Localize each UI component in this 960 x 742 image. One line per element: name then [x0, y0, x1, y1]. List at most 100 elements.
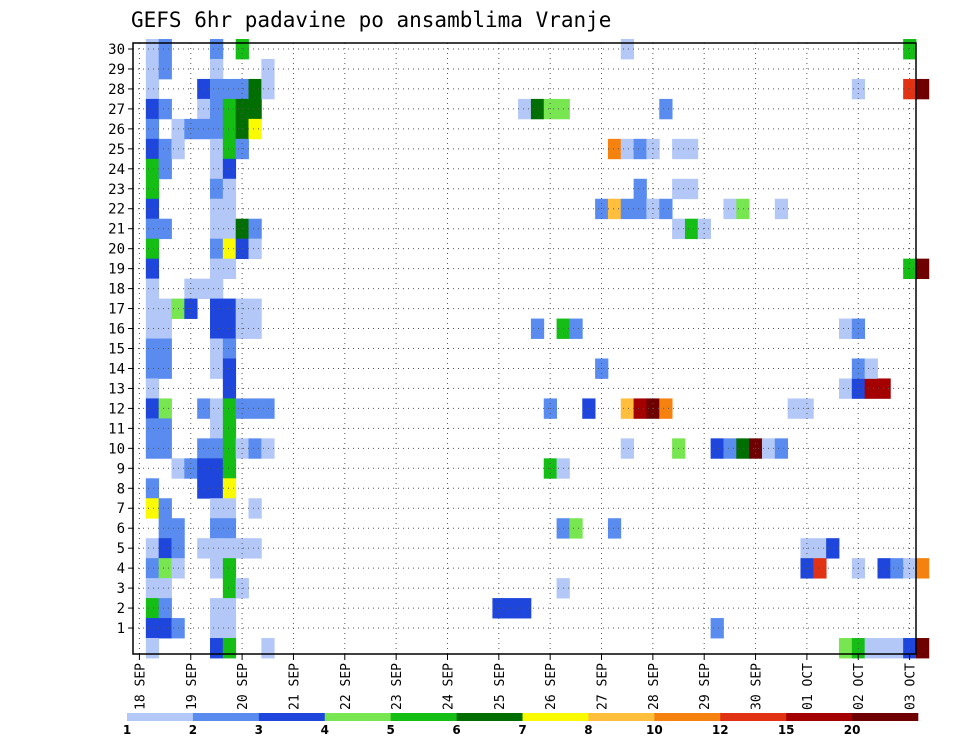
heatmap-cell — [158, 58, 172, 80]
colorbar-label: 3 — [255, 723, 263, 737]
heatmap-cell — [145, 338, 160, 359]
heatmap-cell — [877, 558, 891, 579]
heatmap-cell — [158, 98, 172, 120]
heatmap-cell — [569, 318, 583, 339]
heatmap-cell — [261, 58, 275, 80]
heatmap-cell — [248, 438, 262, 459]
colorbar-label: 1 — [123, 723, 131, 737]
y-tick-label: 2 — [117, 601, 125, 617]
y-tick-label: 19 — [108, 262, 125, 278]
heatmap-cell — [210, 438, 224, 459]
heatmap-cell — [210, 278, 224, 299]
heatmap-cell — [633, 198, 647, 220]
heatmap-cell — [158, 358, 172, 379]
heatmap-cell — [145, 178, 160, 200]
heatmap-cell — [261, 398, 275, 419]
heatmap-cell — [210, 178, 224, 200]
heatmap-cell — [210, 398, 224, 419]
heatmap-cell — [222, 478, 237, 499]
heatmap-cell — [145, 98, 160, 120]
y-tick-label: 27 — [108, 102, 125, 118]
heatmap-cell — [210, 638, 224, 659]
grid-lines — [133, 43, 916, 654]
heatmap-cell — [222, 198, 237, 220]
heatmap-cell — [222, 458, 237, 479]
heatmap-cell — [530, 318, 545, 339]
heatmap-cell — [145, 358, 160, 379]
heatmap-cell — [723, 198, 737, 220]
heatmap-cell — [158, 618, 172, 639]
heatmap-cell — [710, 438, 724, 459]
heatmap-cell — [210, 558, 224, 579]
heatmap-cell — [222, 378, 237, 399]
y-tick-label: 23 — [108, 182, 125, 198]
colorbar-label: 6 — [452, 723, 460, 737]
colorbar-swatch — [390, 713, 457, 721]
heatmap-cell — [210, 138, 224, 160]
heatmap-cell — [248, 78, 262, 100]
heatmap-cell — [210, 338, 224, 359]
heatmap-cell — [158, 418, 172, 439]
heatmap-cell — [222, 538, 237, 559]
y-tick-label: 4 — [117, 561, 125, 577]
heatmap-cell — [607, 138, 622, 160]
heatmap-cell — [222, 518, 237, 539]
heatmap-cell — [222, 338, 237, 359]
heatmap-cell — [222, 598, 237, 619]
heatmap-cell — [145, 78, 160, 100]
heatmap-cell — [158, 398, 172, 419]
x-tick-label: 29 SEP — [698, 663, 713, 710]
y-tick-label: 6 — [117, 521, 125, 537]
heatmap-cell — [877, 378, 891, 399]
y-tick-label: 17 — [108, 302, 125, 318]
heatmap-cell — [158, 298, 172, 319]
heatmap-cell — [145, 258, 160, 280]
y-tick-label: 7 — [117, 501, 125, 517]
heatmap-cell — [145, 198, 160, 220]
heatmap-cell — [620, 39, 635, 60]
heatmap-cell — [903, 39, 917, 60]
heatmap-cell — [543, 98, 557, 120]
heatmap-cell — [145, 138, 160, 160]
heatmap-cell — [222, 298, 237, 319]
heatmap-cell — [145, 278, 160, 299]
heatmap-cell — [248, 318, 262, 339]
heatmap-cell — [710, 618, 724, 639]
heatmap-cell — [864, 378, 878, 399]
heatmap-cell — [222, 318, 237, 339]
heatmap-cell — [222, 558, 237, 579]
y-tick-label: 22 — [108, 202, 125, 218]
heatmap-cell — [145, 238, 160, 260]
x-tick-label: 02 OCT — [852, 663, 867, 710]
y-tick-label: 11 — [108, 421, 125, 437]
heatmap-cell — [158, 318, 172, 339]
heatmap-cell — [145, 598, 160, 619]
y-tick-label: 26 — [108, 122, 125, 138]
heatmap-cell — [774, 198, 789, 220]
heatmap-cell — [838, 378, 853, 399]
heatmap-cell — [248, 298, 262, 319]
heatmap-cell — [607, 198, 622, 220]
heatmap-cell — [158, 438, 172, 459]
heatmap-cell — [736, 438, 750, 459]
heatmap-cell — [222, 98, 237, 120]
y-tick-label: 13 — [108, 381, 125, 397]
heatmap-cell — [916, 78, 930, 100]
y-tick-label: 16 — [108, 322, 125, 338]
heatmap-cell — [838, 318, 853, 339]
heatmap-cell — [158, 39, 172, 60]
heatmap-cell — [877, 638, 891, 659]
x-tick-label: 03 OCT — [904, 663, 919, 710]
x-tick-label: 21 SEP — [288, 663, 303, 710]
heatmap-cell — [145, 538, 160, 559]
heatmap-cell — [890, 558, 904, 579]
heatmap-cell — [774, 438, 789, 459]
y-tick-label: 3 — [117, 581, 125, 597]
heatmap-cell — [248, 398, 262, 419]
heatmap-cell — [620, 438, 635, 459]
x-tick-label: 25 SEP — [493, 663, 508, 710]
heatmap-cell — [145, 478, 160, 499]
y-tick-label: 18 — [108, 282, 125, 298]
colorbar-label: 12 — [712, 723, 729, 737]
